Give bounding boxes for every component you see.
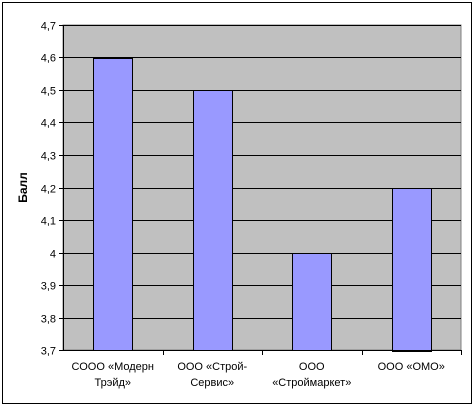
x-category-label: СООО «Модерн Трэйд» — [72, 361, 154, 389]
y-tick-label: 3,8 — [41, 314, 56, 326]
y-tick-label: 4,1 — [41, 216, 56, 228]
y-tick-label: 3,7 — [41, 346, 56, 358]
bars — [93, 58, 432, 352]
y-tick-label: 4,5 — [41, 86, 56, 98]
y-tick-label: 4,4 — [41, 118, 56, 130]
y-tick-label: 3,9 — [41, 281, 56, 293]
y-tick-label: 4,7 — [41, 21, 56, 33]
y-tick-label: 4,2 — [41, 184, 56, 196]
bar — [292, 253, 332, 351]
y-tick-label: 4,6 — [41, 53, 56, 65]
y-axis-title: Балл — [16, 172, 30, 203]
y-tick-label: 4 — [50, 249, 56, 261]
bar — [93, 58, 133, 351]
bar — [193, 90, 233, 351]
x-category-label: ООО «ОМО» — [378, 361, 445, 373]
y-axis-ticks: 3,7 3,8 3,9 4 4,1 4,2 4,3 4,4 4,5 4,6 4,7 — [41, 21, 461, 358]
x-category-label: ООО «Строй-Сервис» — [177, 361, 247, 389]
x-category-label: ООО «Строймаркет» — [272, 361, 351, 389]
y-tick-label: 4,3 — [41, 151, 56, 163]
x-axis-labels: СООО «Модерн Трэйд» ООО «Строй-Сервис» ООО «… — [72, 350, 462, 389]
bar — [392, 188, 432, 352]
